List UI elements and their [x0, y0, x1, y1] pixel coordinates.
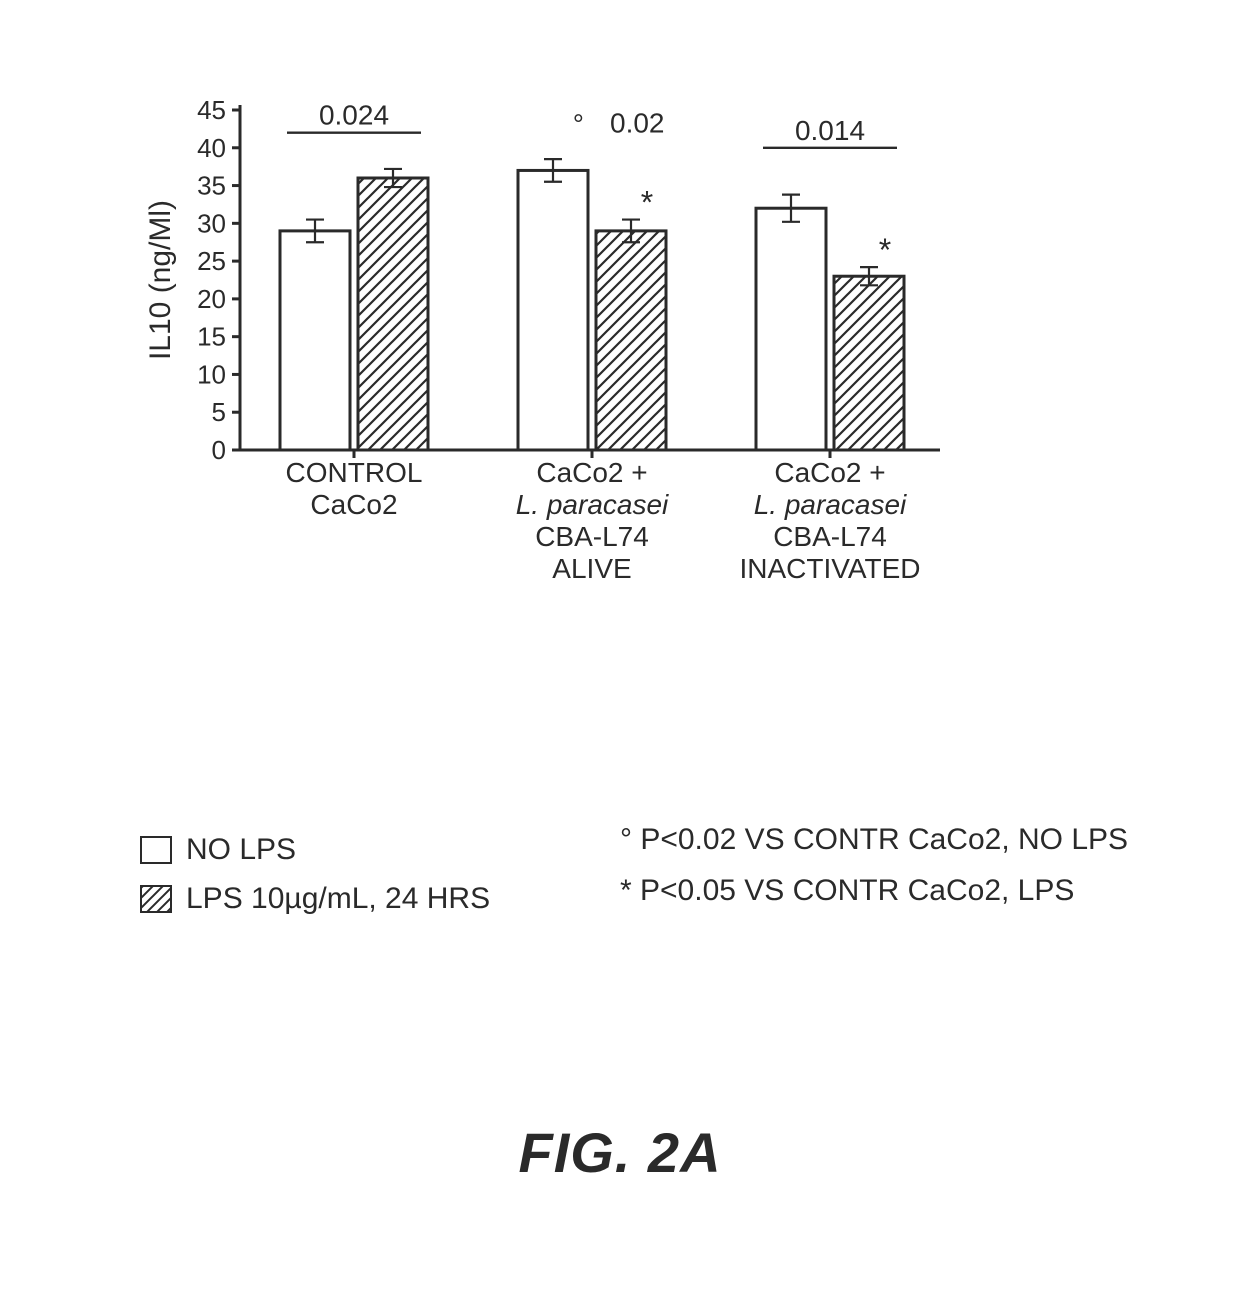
svg-text:CaCo2 +: CaCo2 + [774, 457, 885, 488]
svg-text:0: 0 [212, 435, 226, 465]
bar-chart: 051015202530354045IL10 (ng/Ml)CONTROLCaC… [140, 90, 960, 610]
svg-text:35: 35 [197, 171, 226, 201]
svg-text:10: 10 [197, 359, 226, 389]
svg-text:5: 5 [212, 397, 226, 427]
svg-text:40: 40 [197, 133, 226, 163]
note-symbol: ° [620, 823, 640, 856]
chart-svg: 051015202530354045IL10 (ng/Ml)CONTROLCaC… [140, 90, 960, 610]
svg-text:IL10 (ng/Ml): IL10 (ng/Ml) [144, 200, 177, 360]
empty-swatch-icon [140, 836, 172, 864]
svg-text:0.024: 0.024 [319, 100, 389, 131]
svg-text:CBA-L74: CBA-L74 [535, 521, 649, 552]
svg-text:45: 45 [197, 95, 226, 125]
svg-text:30: 30 [197, 208, 226, 238]
svg-text:INACTIVATED: INACTIVATED [740, 553, 921, 584]
svg-text:CBA-L74: CBA-L74 [773, 521, 887, 552]
stat-notes: ° P<0.02 VS CONTR CaCo2, NO LPS* P<0.05 … [620, 820, 1140, 921]
svg-text:*: * [879, 232, 891, 268]
svg-text:20: 20 [197, 284, 226, 314]
figure-title: FIG. 2A [0, 1120, 1240, 1185]
svg-text:0.014: 0.014 [795, 115, 865, 146]
svg-text:25: 25 [197, 246, 226, 276]
svg-text:CaCo2: CaCo2 [310, 489, 397, 520]
hatched-swatch-icon [140, 885, 172, 913]
svg-text:CaCo2 +: CaCo2 + [536, 457, 647, 488]
svg-text:°: ° [573, 109, 584, 140]
legend-label: NO LPS [186, 830, 296, 871]
svg-text:15: 15 [197, 322, 226, 352]
svg-text:CONTROL: CONTROL [286, 457, 423, 488]
svg-text:0.02: 0.02 [610, 108, 665, 139]
stat-note: * P<0.05 VS CONTR CaCo2, LPS [620, 871, 1140, 912]
svg-text:ALIVE: ALIVE [552, 553, 631, 584]
svg-text:L. paracasei: L. paracasei [754, 489, 907, 520]
legend-label: LPS 10µg/mL, 24 HRS [186, 879, 490, 920]
note-text: P<0.05 VS CONTR CaCo2, LPS [640, 874, 1074, 907]
svg-text:L. paracasei: L. paracasei [516, 489, 669, 520]
note-text: P<0.02 VS CONTR CaCo2, NO LPS [640, 823, 1128, 856]
stat-note: ° P<0.02 VS CONTR CaCo2, NO LPS [620, 820, 1140, 861]
svg-text:*: * [641, 185, 653, 221]
note-symbol: * [620, 874, 640, 907]
